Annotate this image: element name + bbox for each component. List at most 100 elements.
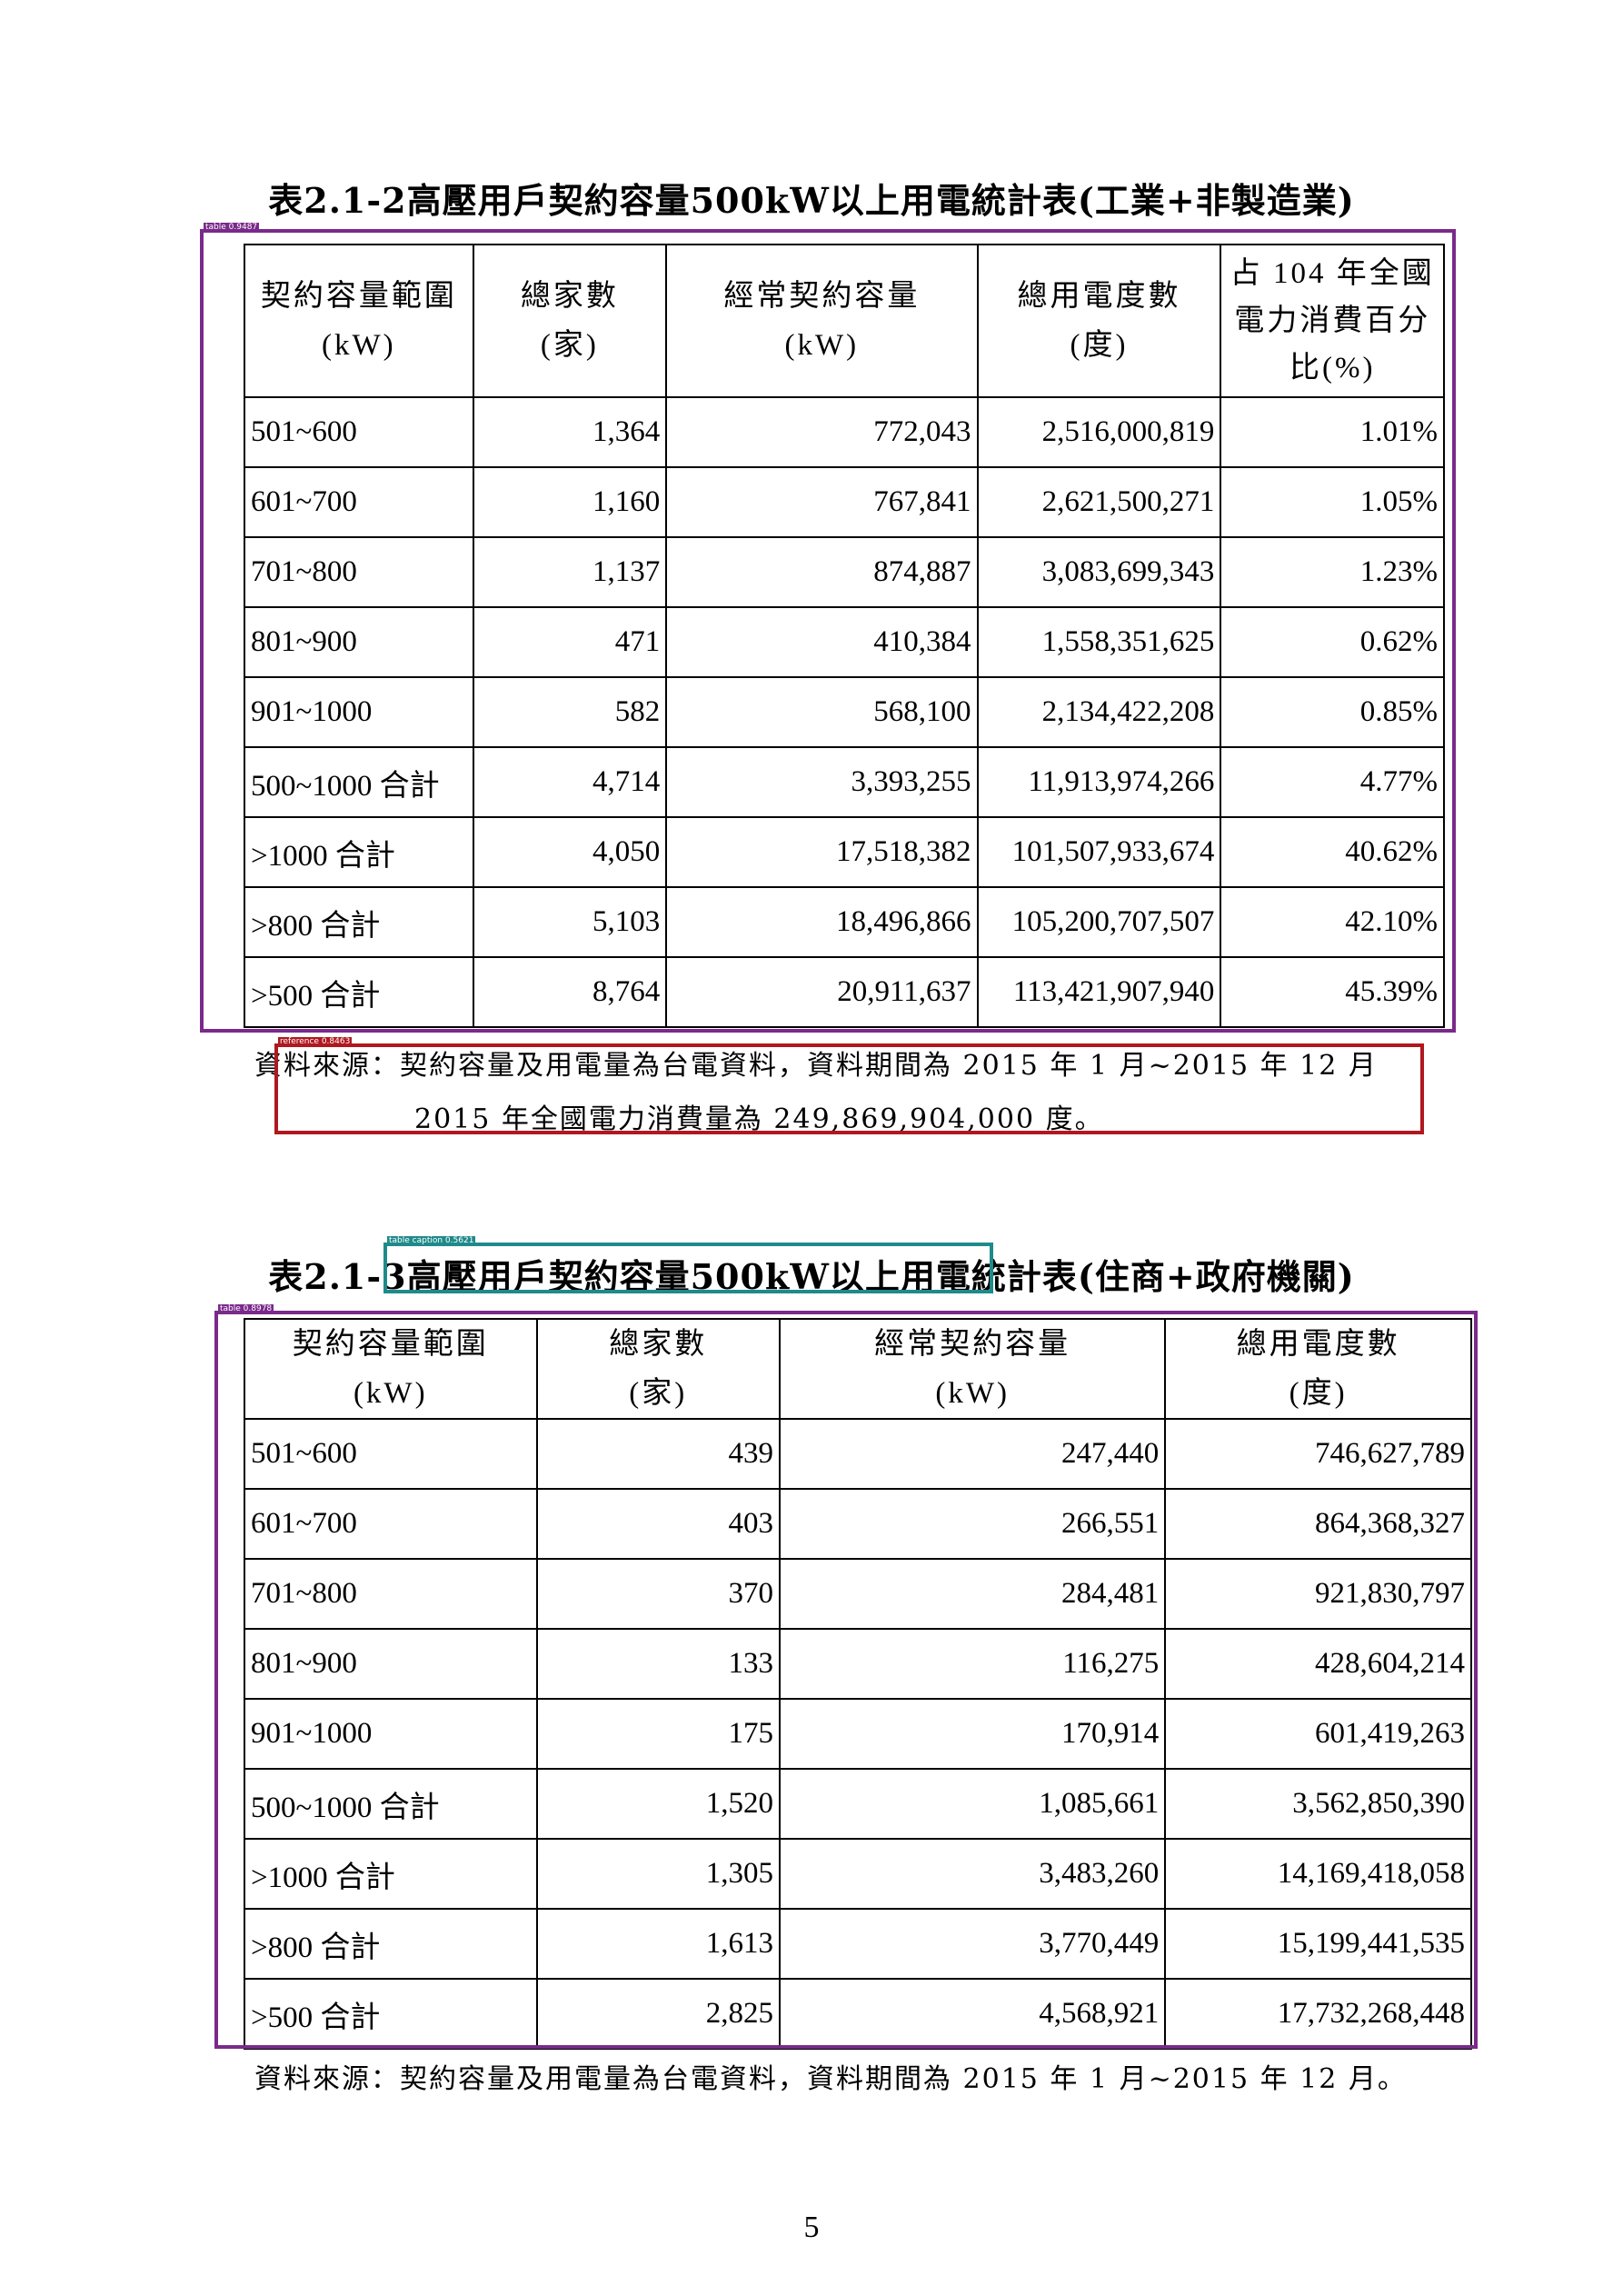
table2: 契約容量範圍 (kW) 總家數 (家) 經常契約容量 (kW) 總用電度數 (度) 50…	[244, 1318, 1472, 2050]
value-cell: 1,160	[472, 466, 668, 538]
value-cell: 3,770,449	[779, 1908, 1167, 1980]
value-cell: 874,887	[665, 536, 979, 608]
table-row: 500~1000 合計 4,714 3,393,255 11,913,974,266 4…	[244, 746, 1445, 818]
row-label-cell: >500 合計	[244, 956, 474, 1028]
row-label-cell: 500~1000 合計	[244, 746, 474, 818]
table1-detection-tag: table 0.9487	[204, 223, 260, 233]
row-label-cell: >1000 合計	[244, 1838, 538, 1910]
value-cell: 42.10%	[1220, 886, 1445, 958]
value-cell: 116,275	[779, 1628, 1167, 1700]
value-cell: 0.62%	[1220, 606, 1445, 678]
row-label-cell: >800 合計	[244, 1908, 538, 1980]
row-label-cell: 501~600	[244, 396, 474, 468]
value-cell: 15,199,441,535	[1164, 1908, 1472, 1980]
value-cell: 1,305	[535, 1838, 782, 1910]
table-row: >1000 合計 1,305 3,483,260 14,169,418,058	[244, 1838, 1472, 1910]
table-row: 701~800 1,137 874,887 3,083,699,343 1.23%	[244, 536, 1445, 608]
value-cell: 4,568,921	[779, 1978, 1167, 2050]
row-label-cell: 501~600	[244, 1418, 538, 1490]
value-cell: 0.85%	[1220, 676, 1445, 748]
value-cell: 8,764	[472, 956, 668, 1028]
row-label-cell: >800 合計	[244, 886, 474, 958]
value-cell: 1,137	[472, 536, 668, 608]
table-row: 601~700 403 266,551 864,368,327	[244, 1488, 1472, 1560]
row-label-cell: 801~900	[244, 606, 474, 678]
header-cell: 契約容量範圍 (kW)	[244, 244, 474, 398]
table-row: 501~600 439 247,440 746,627,789	[244, 1418, 1472, 1490]
page-number: 5	[803, 2211, 820, 2244]
table1-source-line1: 資料來源：契約容量及用電量為台電資料，資料期間為 2015 年 1 月~2015…	[254, 1050, 1378, 1082]
value-cell: 4,714	[472, 746, 668, 818]
table-row: 701~800 370 284,481 921,830,797	[244, 1558, 1472, 1630]
value-cell: 4.77%	[1220, 746, 1445, 818]
table-row: >800 合計 1,613 3,770,449 15,199,441,535	[244, 1908, 1472, 1980]
table-row: 901~1000 582 568,100 2,134,422,208 0.85%	[244, 676, 1445, 748]
value-cell: 439	[535, 1418, 782, 1490]
header-cell: 經常契約容量 (kW)	[665, 244, 979, 398]
caption-detection-tag: table caption 0.5621	[387, 1236, 476, 1246]
value-cell: 428,604,214	[1164, 1628, 1472, 1700]
value-cell: 247,440	[779, 1418, 1167, 1490]
value-cell: 11,913,974,266	[976, 746, 1222, 818]
value-cell: 266,551	[779, 1488, 1167, 1560]
table-row: 500~1000 合計 1,520 1,085,661 3,562,850,390	[244, 1768, 1472, 1840]
value-cell: 105,200,707,507	[976, 886, 1222, 958]
row-label-cell: >500 合計	[244, 1978, 538, 2050]
value-cell: 170,914	[779, 1698, 1167, 1770]
table2-source-line1: 資料來源：契約容量及用電量為台電資料，資料期間為 2015 年 1 月~2015…	[254, 2063, 1407, 2095]
table1-title: 表2.1-2高壓用戶契約容量500kW以上用電統計表(工業+非製造業)	[268, 180, 1355, 221]
value-cell: 18,496,866	[665, 886, 979, 958]
value-cell: 568,100	[665, 676, 979, 748]
table-row: 501~600 1,364 772,043 2,516,000,819 1.01%	[244, 396, 1445, 468]
value-cell: 1.05%	[1220, 466, 1445, 538]
table-row: >1000 合計 4,050 17,518,382 101,507,933,674 40…	[244, 816, 1445, 888]
table1-source-line2: 2015 年全國電力消費量為 249,869,904,000 度。	[414, 1103, 1104, 1135]
value-cell: 284,481	[779, 1558, 1167, 1630]
value-cell: 3,393,255	[665, 746, 979, 818]
table-row: 801~900 471 410,384 1,558,351,625 0.62%	[244, 606, 1445, 678]
value-cell: 113,421,907,940	[976, 956, 1222, 1028]
row-label-cell: 801~900	[244, 1628, 538, 1700]
row-label-cell: 701~800	[244, 536, 474, 608]
value-cell: 1,520	[535, 1768, 782, 1840]
value-cell: 20,911,637	[665, 956, 979, 1028]
value-cell: 864,368,327	[1164, 1488, 1472, 1560]
header-cell: 經常契約容量 (kW)	[779, 1318, 1167, 1420]
value-cell: 45.39%	[1220, 956, 1445, 1028]
value-cell: 601,419,263	[1164, 1698, 1472, 1770]
header-cell: 總用電度數 (度)	[976, 244, 1222, 398]
value-cell: 410,384	[665, 606, 979, 678]
value-cell: 2,516,000,819	[976, 396, 1222, 468]
value-cell: 133	[535, 1628, 782, 1700]
table-row: >500 合計 8,764 20,911,637 113,421,907,940 45.…	[244, 956, 1445, 1028]
value-cell: 40.62%	[1220, 816, 1445, 888]
table2-title: 表2.1-3高壓用戶契約容量500kW以上用電統計表(住商+政府機關)	[268, 1256, 1355, 1297]
value-cell: 1.23%	[1220, 536, 1445, 608]
value-cell: 2,621,500,271	[976, 466, 1222, 538]
value-cell: 3,083,699,343	[976, 536, 1222, 608]
header-cell: 總家數 (家)	[535, 1318, 782, 1420]
value-cell: 17,732,268,448	[1164, 1978, 1472, 2050]
row-label-cell: 601~700	[244, 1488, 538, 1560]
table-row: 901~1000 175 170,914 601,419,263	[244, 1698, 1472, 1770]
value-cell: 370	[535, 1558, 782, 1630]
row-label-cell: 500~1000 合計	[244, 1768, 538, 1840]
row-label-cell: 901~1000	[244, 676, 474, 748]
value-cell: 1,085,661	[779, 1768, 1167, 1840]
value-cell: 3,483,260	[779, 1838, 1167, 1910]
value-cell: 175	[535, 1698, 782, 1770]
value-cell: 17,518,382	[665, 816, 979, 888]
value-cell: 1,558,351,625	[976, 606, 1222, 678]
value-cell: 14,169,418,058	[1164, 1838, 1472, 1910]
table1: 契約容量範圍 (kW) 總家數 (家) 經常契約容量 (kW) 總用電度數 (度) 占 …	[244, 244, 1445, 1028]
value-cell: 2,134,422,208	[976, 676, 1222, 748]
header-cell: 契約容量範圍 (kW)	[244, 1318, 538, 1420]
row-label-cell: 901~1000	[244, 1698, 538, 1770]
value-cell: 5,103	[472, 886, 668, 958]
value-cell: 471	[472, 606, 668, 678]
value-cell: 921,830,797	[1164, 1558, 1472, 1630]
header-cell: 總家數 (家)	[472, 244, 668, 398]
value-cell: 403	[535, 1488, 782, 1560]
value-cell: 767,841	[665, 466, 979, 538]
header-cell: 總用電度數 (度)	[1164, 1318, 1472, 1420]
